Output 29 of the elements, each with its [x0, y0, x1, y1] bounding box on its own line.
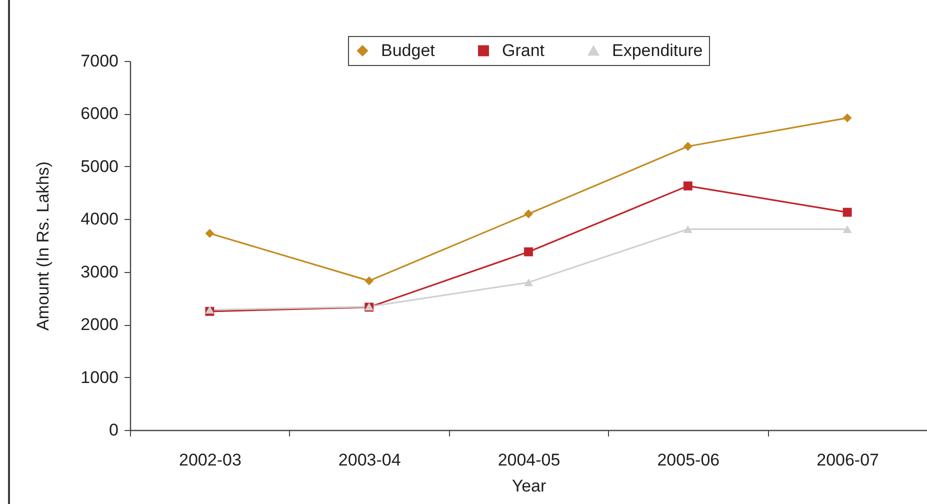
point	[524, 209, 533, 218]
point	[364, 276, 374, 286]
point	[842, 113, 852, 122]
x-axis-title: Year	[512, 476, 547, 496]
x-tick-label: 2005-06	[657, 450, 720, 470]
y-tick-label: 7000	[80, 52, 118, 70]
y-tick-label: 2000	[80, 315, 118, 334]
point	[524, 247, 533, 256]
x-tick-label: 2002-03	[179, 450, 242, 470]
point	[524, 278, 533, 286]
legend-label: Grant	[502, 40, 545, 60]
point	[683, 142, 692, 151]
y-tick-label: 0	[109, 420, 118, 440]
y-tick-label: 3000	[80, 262, 118, 282]
x-tick-label: 2004-05	[498, 450, 560, 470]
point	[683, 181, 692, 190]
point	[842, 225, 852, 234]
y-axis-title: Amount (In Rs. Lakhs)	[34, 161, 53, 331]
y-tick-label: 4000	[80, 210, 118, 229]
point	[205, 228, 214, 238]
legend-label: Budget	[381, 40, 436, 60]
y-tick-label: 5000	[80, 156, 118, 176]
x-tick-label: 2006-07	[816, 450, 879, 470]
y-tick-label: 6000	[80, 104, 118, 124]
point	[683, 225, 692, 234]
x-tick-label: 2003-04	[338, 450, 401, 470]
legend-label: Expenditure	[612, 40, 703, 60]
y-tick-label: 1000	[80, 368, 118, 387]
point	[842, 208, 852, 217]
